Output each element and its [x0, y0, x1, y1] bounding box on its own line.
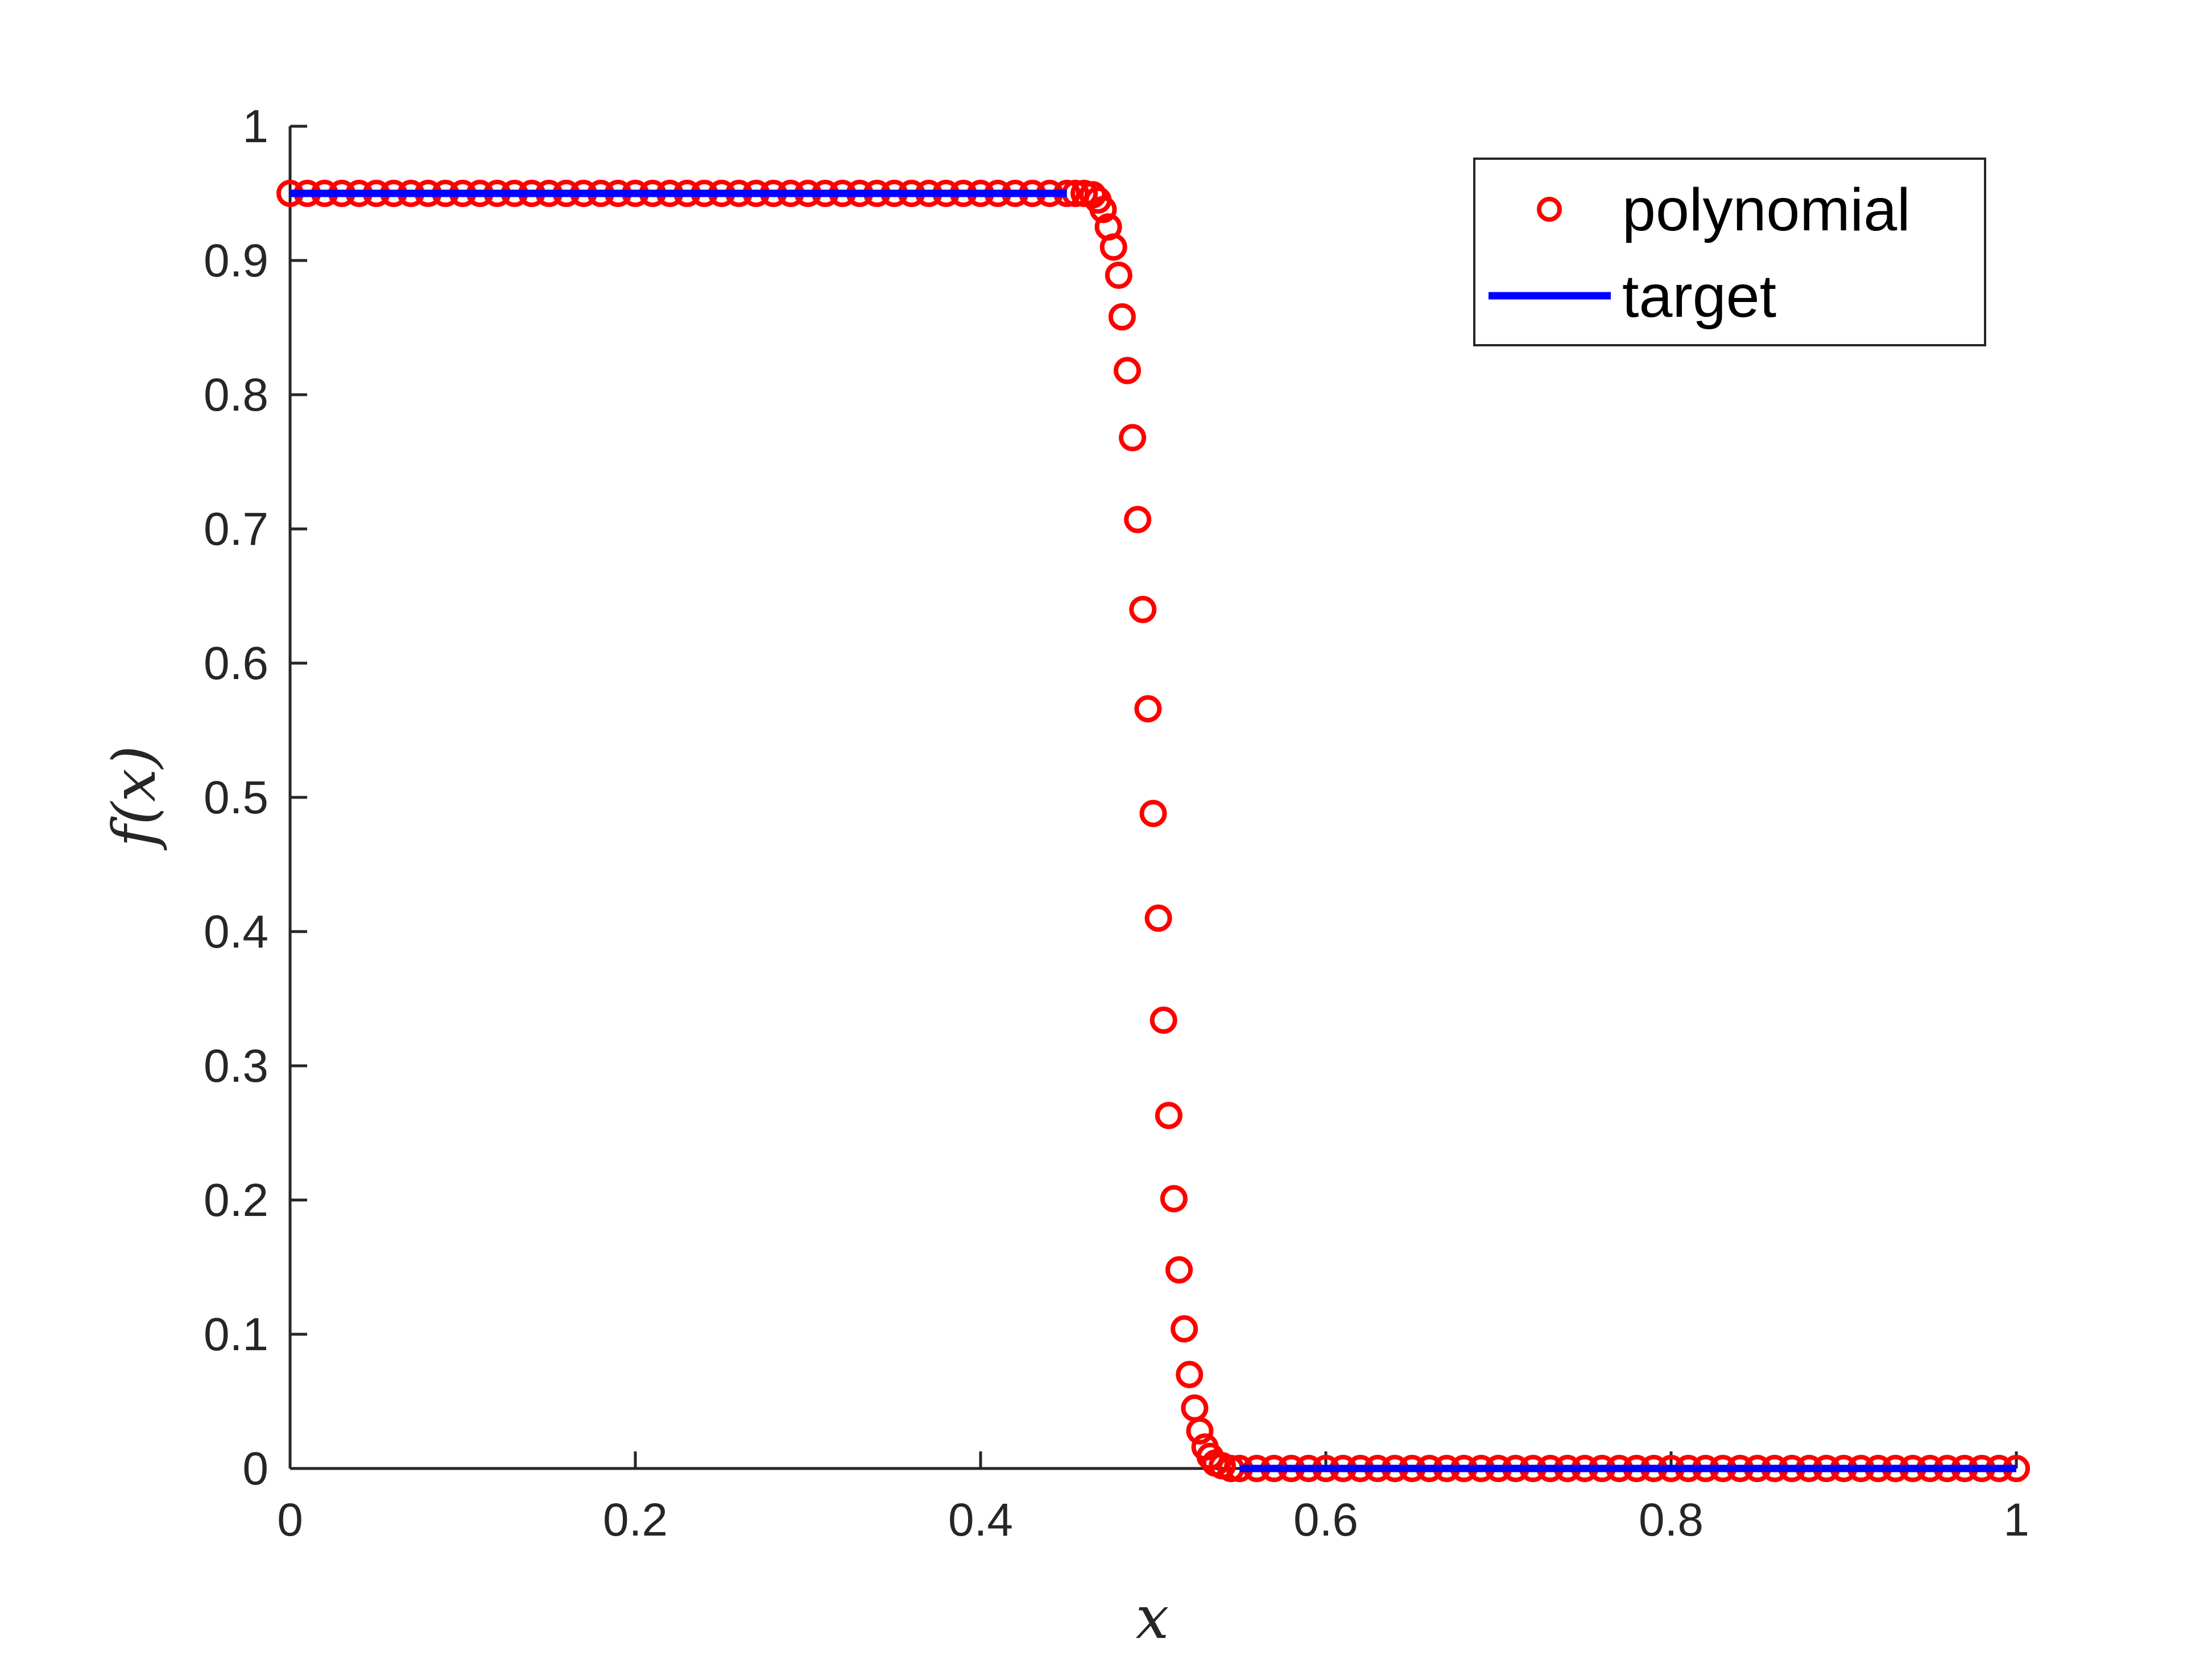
y-tick-label: 0 — [242, 1443, 268, 1495]
polynomial-point — [1150, 1006, 1177, 1034]
y-tick-label: 0.4 — [204, 906, 268, 958]
polynomial-point — [1144, 904, 1172, 932]
y-tick-label: 0.5 — [204, 772, 268, 824]
polynomial-point — [1124, 506, 1152, 533]
plot-area — [276, 180, 2030, 1482]
legend: polynomial target — [1473, 158, 1986, 346]
polynomial-point — [1176, 1360, 1204, 1388]
series-polynomial — [276, 180, 2030, 1482]
polynomial-point — [1119, 424, 1147, 452]
polynomial-point — [1171, 1315, 1198, 1343]
x-axis-ticks: 0 0.2 0.4 0.6 0.8 1 — [277, 1451, 2029, 1546]
y-tick-label: 0.6 — [204, 638, 268, 689]
polynomial-point — [1186, 1417, 1214, 1445]
y-tick-label: 0.8 — [204, 369, 268, 421]
polynomial-point — [1108, 303, 1136, 331]
legend-label-polynomial: polynomial — [1622, 176, 1911, 243]
polynomial-point — [1160, 1185, 1188, 1213]
polynomial-point — [1155, 1102, 1183, 1130]
legend-label-target: target — [1622, 263, 1776, 330]
legend-box — [1473, 158, 1986, 346]
series-target — [290, 189, 2016, 1472]
axes: 0 0.2 0.4 0.6 0.8 1 0 0.1 0.2 0.3 0.4 0.5 0.6 0.7 0.8… — [204, 101, 2029, 1546]
x-tick-label: 0 — [277, 1494, 303, 1546]
y-tick-label: 0.2 — [204, 1174, 268, 1226]
y-tick-label: 0.3 — [204, 1040, 268, 1092]
polynomial-point — [1134, 695, 1162, 723]
polynomial-point — [1089, 196, 1117, 224]
y-tick-label: 0.1 — [204, 1309, 268, 1360]
x-axis-title: x — [1136, 1583, 1169, 1652]
polynomial-point — [1165, 1256, 1193, 1284]
y-axis-title: f(x) — [100, 746, 169, 851]
x-tick-label: 0.6 — [1293, 1494, 1358, 1546]
x-tick-label: 1 — [2003, 1494, 2029, 1546]
legend-marker-polynomial — [1537, 197, 1562, 222]
x-tick-label: 0.8 — [1639, 1494, 1704, 1546]
y-tick-label: 0.7 — [204, 503, 268, 555]
polynomial-point — [1105, 261, 1132, 289]
polynomial-point — [1113, 357, 1141, 384]
y-axis-ticks: 0 0.1 0.2 0.3 0.4 0.5 0.6 0.7 0.8 0.9 1 — [204, 101, 307, 1495]
y-tick-label: 0.9 — [204, 235, 268, 287]
y-tick-label: 1 — [242, 101, 268, 152]
polynomial-point — [1099, 233, 1127, 261]
polynomial-point — [1139, 800, 1167, 828]
polynomial-point — [1181, 1394, 1209, 1422]
x-tick-label: 0.4 — [948, 1494, 1013, 1546]
x-tick-label: 0.2 — [603, 1494, 668, 1546]
polynomial-point — [1129, 595, 1157, 623]
